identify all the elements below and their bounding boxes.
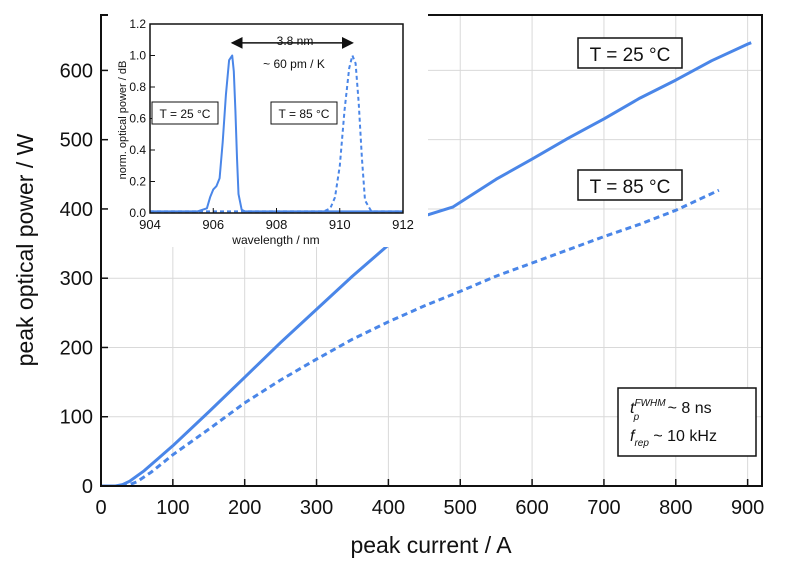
label-t25: T = 25 °C: [590, 45, 671, 66]
inset-label-t85: T = 85 °C: [279, 107, 330, 121]
pulse-params-box: tFWHM p ~ 8 ns frep ~ 10 kHz: [617, 387, 757, 457]
main-x-tick-label: 800: [659, 497, 692, 519]
inset-label-t25: T = 25 °C: [160, 107, 211, 121]
inset-y-tick-label: 1.2: [129, 17, 146, 31]
main-plot: 0 100 200 300 400 500 600 700 800 900 0 100 200 300 40…: [12, 14, 765, 558]
main-y-tick-label: 100: [60, 407, 93, 429]
main-series-t25-line: [101, 41, 752, 486]
inset-label-t25-box: T = 25 °C: [151, 101, 219, 125]
inset-y-tick-label: 0.6: [129, 112, 146, 126]
inset-x-tick-label: 904: [139, 217, 161, 232]
inset-y-tick-label: 0.2: [129, 175, 146, 189]
main-y-tick-label: 600: [60, 60, 93, 82]
main-series-t85-line: [101, 188, 720, 486]
main-y-tick-label: 300: [60, 268, 93, 290]
inset-plot: 904 906 908 910 912 0.0 0.2 0.4 0.6 0.8 1.0 1.2 wav…: [108, 12, 428, 247]
inset-series-group: [150, 54, 403, 213]
inset-series-t25-line: [150, 54, 403, 213]
main-ticks: 0 100 200 300 400 500 600 700 800 900 0 100 200 300 40…: [60, 60, 765, 519]
label-t85-box: T = 85 °C: [577, 169, 683, 201]
inset-x-axis-label: wavelength / nm: [231, 233, 319, 247]
main-y-tick-label: 400: [60, 199, 93, 221]
label-t25-box: T = 25 °C: [577, 37, 683, 69]
main-x-tick-label: 500: [444, 497, 477, 519]
main-y-tick-label: 0: [82, 476, 93, 498]
inset-x-tick-label: 908: [266, 217, 288, 232]
pulse-width-text: tFWHM p ~ 8 ns: [630, 398, 712, 423]
inset-x-tick-label: 906: [202, 217, 224, 232]
pulse-width-sup: FWHM: [634, 398, 666, 409]
main-x-tick-label: 100: [156, 497, 189, 519]
main-x-tick-label: 600: [515, 497, 548, 519]
inset-label-t85-box: T = 85 °C: [270, 101, 338, 125]
main-y-tick-label: 500: [60, 130, 93, 152]
inset-y-tick-label: 0.0: [129, 206, 146, 220]
main-x-tick-label: 0: [95, 497, 106, 519]
main-x-tick-label: 400: [372, 497, 405, 519]
pulse-width-symbol: t: [630, 400, 635, 417]
inset-series-t85-line: [150, 54, 403, 213]
inset-x-tick-label: 910: [329, 217, 351, 232]
main-x-tick-label: 900: [731, 497, 764, 519]
rep-rate-value: ~ 10 kHz: [649, 428, 717, 445]
pulse-width-value: ~ 8 ns: [663, 400, 711, 417]
main-x-tick-label: 300: [300, 497, 333, 519]
rep-rate-sub: rep: [634, 438, 649, 449]
shift-rate-label: ~ 60 pm / K: [263, 57, 325, 71]
shift-value-label: 3.8 nm: [277, 34, 314, 48]
label-t85: T = 85 °C: [590, 177, 671, 198]
pulse-width-sub: p: [633, 412, 640, 423]
rep-rate-symbol: f: [630, 428, 636, 445]
inset-y-tick-label: 1.0: [129, 49, 146, 63]
main-series-group: [101, 41, 752, 486]
main-y-axis-label: peak optical power / W: [12, 133, 38, 366]
main-x-tick-label: 700: [587, 497, 620, 519]
rep-rate-text: frep ~ 10 kHz: [630, 428, 717, 449]
inset-y-axis-label: norm. optical power / dB: [117, 61, 129, 180]
inset-y-tick-label: 0.4: [129, 143, 146, 157]
inset-y-tick-label: 0.8: [129, 80, 146, 94]
main-y-tick-label: 200: [60, 337, 93, 359]
inset-background: [108, 12, 428, 247]
main-x-axis-label: peak current / A: [350, 532, 512, 558]
main-frame: [100, 14, 763, 487]
inset-x-tick-label: 912: [392, 217, 414, 232]
main-x-tick-label: 200: [228, 497, 261, 519]
